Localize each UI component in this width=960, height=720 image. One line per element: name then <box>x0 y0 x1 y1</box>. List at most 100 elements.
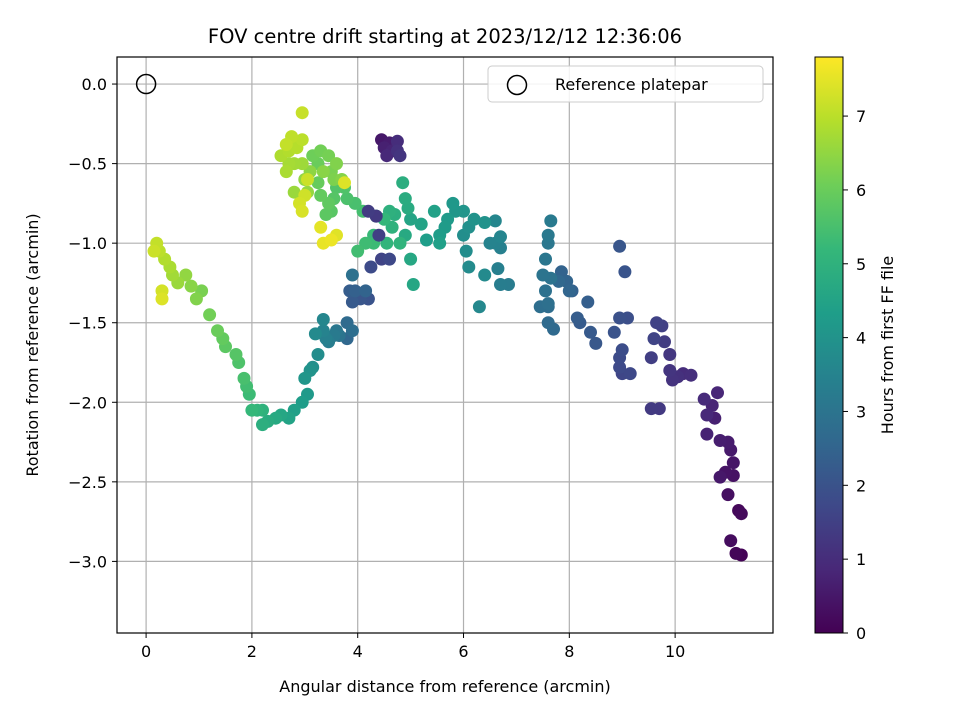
data-point <box>658 335 671 349</box>
data-point <box>359 284 373 298</box>
y-axis-label: Rotation from reference (arcmin) <box>23 213 42 476</box>
data-point <box>697 392 711 406</box>
data-point <box>581 295 595 309</box>
colorbar-tick-label: 3 <box>856 402 866 421</box>
data-point <box>539 252 552 266</box>
data-point <box>398 192 412 206</box>
reference-marker <box>135 73 157 95</box>
data-point <box>380 236 394 250</box>
data-point <box>589 336 603 350</box>
colorbar-tick-label: 0 <box>856 624 866 643</box>
data-point <box>295 204 309 218</box>
data-point <box>539 284 552 298</box>
data-point <box>684 368 698 382</box>
data-point <box>488 214 502 228</box>
data-point <box>494 230 507 244</box>
y-tick-label: 0.0 <box>82 75 107 94</box>
data-point <box>345 324 359 338</box>
data-point <box>364 260 378 274</box>
data-point <box>279 138 293 151</box>
data-point <box>211 324 224 338</box>
data-point <box>467 212 481 226</box>
data-point <box>644 351 658 365</box>
data-point <box>359 236 373 250</box>
data-point <box>491 262 505 276</box>
y-tick-label: −1.5 <box>68 314 107 333</box>
data-point <box>584 325 597 339</box>
colorbar-tick-label: 1 <box>856 550 866 569</box>
colorbar-label: Hours from first FF file <box>878 256 897 435</box>
colorbar-tick-label: 4 <box>856 329 866 348</box>
data-point <box>295 106 309 120</box>
data-point <box>404 212 418 226</box>
data-point <box>472 300 486 314</box>
data-point <box>184 279 198 293</box>
data-point <box>483 236 497 250</box>
data-point <box>308 327 322 341</box>
data-point <box>647 332 661 346</box>
data-point <box>541 297 555 311</box>
data-point <box>711 386 724 400</box>
data-point <box>301 173 314 186</box>
data-point <box>298 371 312 385</box>
colorbar-tick-label: 5 <box>856 255 866 274</box>
data-point <box>351 244 365 258</box>
data-point <box>650 316 664 330</box>
data-point <box>287 185 301 199</box>
data-point <box>427 204 441 218</box>
data-point <box>404 252 418 266</box>
data-point <box>245 403 259 417</box>
data-point <box>713 434 727 447</box>
data-point <box>311 348 325 361</box>
data-point <box>229 348 243 361</box>
data-point <box>644 402 658 416</box>
data-point <box>314 188 328 202</box>
data-point <box>316 165 330 179</box>
data-point <box>361 204 375 218</box>
data-point <box>393 149 407 163</box>
colorbar <box>814 56 844 634</box>
legend-label: Reference platepar <box>555 75 708 94</box>
data-point <box>700 408 714 422</box>
data-point <box>345 268 359 282</box>
data-point <box>623 367 637 381</box>
data-point <box>311 176 325 190</box>
data-point <box>478 268 492 282</box>
data-point <box>663 348 677 361</box>
data-point <box>324 233 338 247</box>
x-axis-ticks: 0 2 4 6 8 10 <box>141 633 685 661</box>
data-point <box>562 284 576 298</box>
data-point <box>383 252 396 266</box>
legend-box <box>487 65 764 103</box>
chart-title: FOV centre drift starting at 2023/12/12 … <box>208 25 682 48</box>
data-point <box>536 268 550 282</box>
legend: Reference platepar <box>487 65 764 103</box>
data-point <box>393 236 407 250</box>
x-tick-label: 4 <box>353 642 363 661</box>
data-point <box>478 216 492 229</box>
y-tick-label: −2.0 <box>68 393 107 412</box>
data-point <box>345 295 359 309</box>
data-point <box>314 220 328 234</box>
x-tick-label: 2 <box>247 642 257 661</box>
colorbar-ticks: 0 1 2 3 4 5 6 7 <box>843 107 866 643</box>
data-point <box>396 176 410 190</box>
data-point <box>340 192 354 206</box>
y-tick-label: −2.5 <box>68 473 107 492</box>
data-point <box>279 165 293 179</box>
grid-lines <box>117 57 773 633</box>
data-point <box>729 546 743 560</box>
data-point <box>459 244 473 258</box>
x-tick-label: 8 <box>564 642 574 661</box>
x-axis-label: Angular distance from reference (arcmin) <box>279 677 610 696</box>
data-point <box>189 292 203 306</box>
data-point <box>462 260 476 274</box>
plot-frame <box>116 56 774 634</box>
data-point <box>237 371 251 385</box>
data-point <box>613 311 627 325</box>
data-point <box>372 228 386 242</box>
data-point <box>295 133 309 147</box>
colorbar-tick-label: 2 <box>856 476 866 495</box>
data-point <box>721 488 735 502</box>
